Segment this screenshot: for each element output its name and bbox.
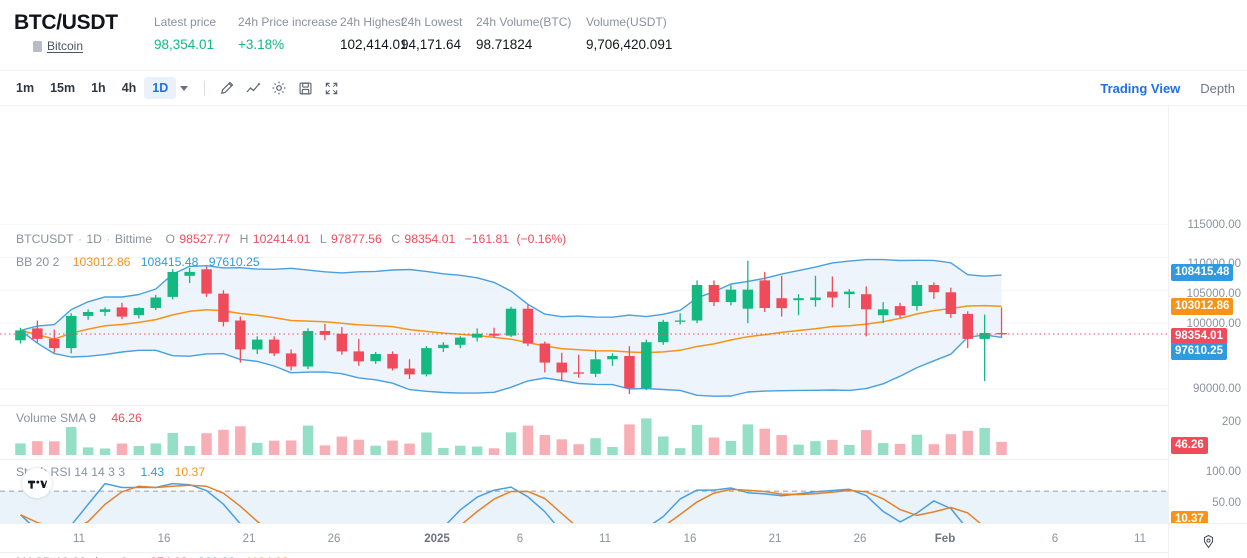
stat-24h-volume-btc: 24h Volume(BTC) 98.71824 xyxy=(476,14,586,55)
axis-tick-stoch-1: 50.00 xyxy=(1212,497,1241,509)
time-tick-8: 21 xyxy=(768,533,782,545)
time-tick-10: Feb xyxy=(934,533,956,545)
axis-tick-volume-0: 200 xyxy=(1221,416,1241,428)
save-disk-icon[interactable] xyxy=(292,76,318,100)
price-badge-bb-lower: 97610.25 xyxy=(1171,343,1227,360)
ticker-header: BTC/USDT Bitcoin Latest price 98,354.01 … xyxy=(0,0,1247,71)
stat-label: 24h Volume(BTC) xyxy=(476,15,572,29)
coin-subtitle: Bitcoin xyxy=(14,39,134,53)
time-tick-4: 2025 xyxy=(424,533,450,545)
time-tick-9: 26 xyxy=(853,533,867,545)
stat-value: +3.18% xyxy=(238,37,285,52)
time-tick-0: 11 xyxy=(73,533,85,545)
stat-24h-lowest: 24h Lowest 94,171.64 xyxy=(401,14,476,55)
chart-toolbar: 1m 15m 1h 4h 1D xyxy=(0,71,1247,106)
stat-24h-highest: 24h Highest 102,414.01 xyxy=(340,14,408,55)
fullscreen-icon[interactable] xyxy=(318,76,344,100)
axis-tick-price-0: 115000.00 xyxy=(1187,219,1241,231)
time-tick-7: 16 xyxy=(683,533,697,545)
time-tick-5: 6 xyxy=(516,533,524,545)
coin-name-link[interactable]: Bitcoin xyxy=(47,39,84,53)
stat-price-increase: 24h Price increase +3.18% xyxy=(238,14,340,55)
toolbar-divider xyxy=(204,80,206,96)
pane-separator-macd xyxy=(0,552,1168,553)
price-badge-bb-basis: 103012.86 xyxy=(1171,298,1234,315)
tradingview-logo-icon[interactable] xyxy=(22,468,52,498)
timeframe-1m[interactable]: 1m xyxy=(16,81,35,95)
pane-separator-volume xyxy=(0,405,1168,406)
time-tick-11: 6 xyxy=(1051,533,1059,545)
time-tick-3: 26 xyxy=(327,533,341,545)
ticker-stats: Latest price 98,354.01 24h Price increas… xyxy=(154,11,672,55)
time-tick-12: 11 xyxy=(1134,533,1146,545)
stat-label: Volume(USDT) xyxy=(586,15,667,29)
chart-plot[interactable] xyxy=(0,106,1168,558)
pair-block: BTC/USDT Bitcoin xyxy=(14,11,134,53)
axis-tick-price-2: 105000.00 xyxy=(1186,288,1241,300)
price-badge-bb-upper: 108415.48 xyxy=(1171,264,1234,281)
stat-label: 24h Price increase xyxy=(238,15,338,29)
tab-depth[interactable]: Depth xyxy=(1200,81,1235,96)
stat-label: 24h Lowest xyxy=(401,15,463,29)
stat-value: 9,706,420.091 xyxy=(586,37,673,52)
stat-label: Latest price xyxy=(154,15,217,29)
timeframe-4h[interactable]: 4h xyxy=(121,81,137,95)
draw-pencil-icon[interactable] xyxy=(214,76,240,100)
stat-value: 98.71824 xyxy=(476,37,533,52)
gear-icon[interactable] xyxy=(266,76,292,100)
chart-settings-button[interactable] xyxy=(1168,524,1247,558)
axis-tick-price-3: 100000.00 xyxy=(1186,318,1241,330)
axis-tick-price-4: 90000.00 xyxy=(1193,383,1241,395)
timeframe-1h[interactable]: 1h xyxy=(91,81,106,95)
time-tick-1: 16 xyxy=(157,533,171,545)
stat-value: 102,414.01 xyxy=(340,37,408,52)
stat-volume-usdt: Volume(USDT) 9,706,420.091 xyxy=(586,14,672,55)
chevron-down-icon[interactable] xyxy=(180,85,189,91)
coin-icon xyxy=(33,40,42,52)
chart-area[interactable]: BTCUSDT · 1D · Bittime O 98527.77 H 1024… xyxy=(0,106,1247,558)
stat-label: 24h Highest xyxy=(340,15,405,29)
stat-value: 94,171.64 xyxy=(401,37,462,52)
stat-value: 98,354.01 xyxy=(154,37,215,52)
price-badge-last-price: 98354.01 xyxy=(1171,328,1227,345)
tab-trading-view[interactable]: Trading View xyxy=(1100,81,1181,96)
chart-canvas xyxy=(0,224,1168,546)
axis-tick-stoch-0: 100.00 xyxy=(1205,466,1241,478)
stat-latest-price: Latest price 98,354.01 xyxy=(154,14,238,55)
toolbar-right-links: Trading View Depth xyxy=(1100,71,1235,106)
pane-separator-stoch xyxy=(0,459,1168,460)
time-tick-2: 21 xyxy=(242,533,256,545)
price-axis[interactable]: 115000.00 110000.00 105000.00 100000.00 … xyxy=(1168,106,1247,558)
line-chart-icon[interactable] xyxy=(240,76,266,100)
gear-icon xyxy=(1203,534,1213,548)
timeframe-1d[interactable]: 1D xyxy=(144,77,177,99)
time-tick-6: 11 xyxy=(599,533,611,545)
timeframe-15m[interactable]: 15m xyxy=(50,81,76,95)
page-title: BTC/USDT xyxy=(14,11,118,34)
volume-badge-value: 46.26 xyxy=(1171,437,1208,454)
